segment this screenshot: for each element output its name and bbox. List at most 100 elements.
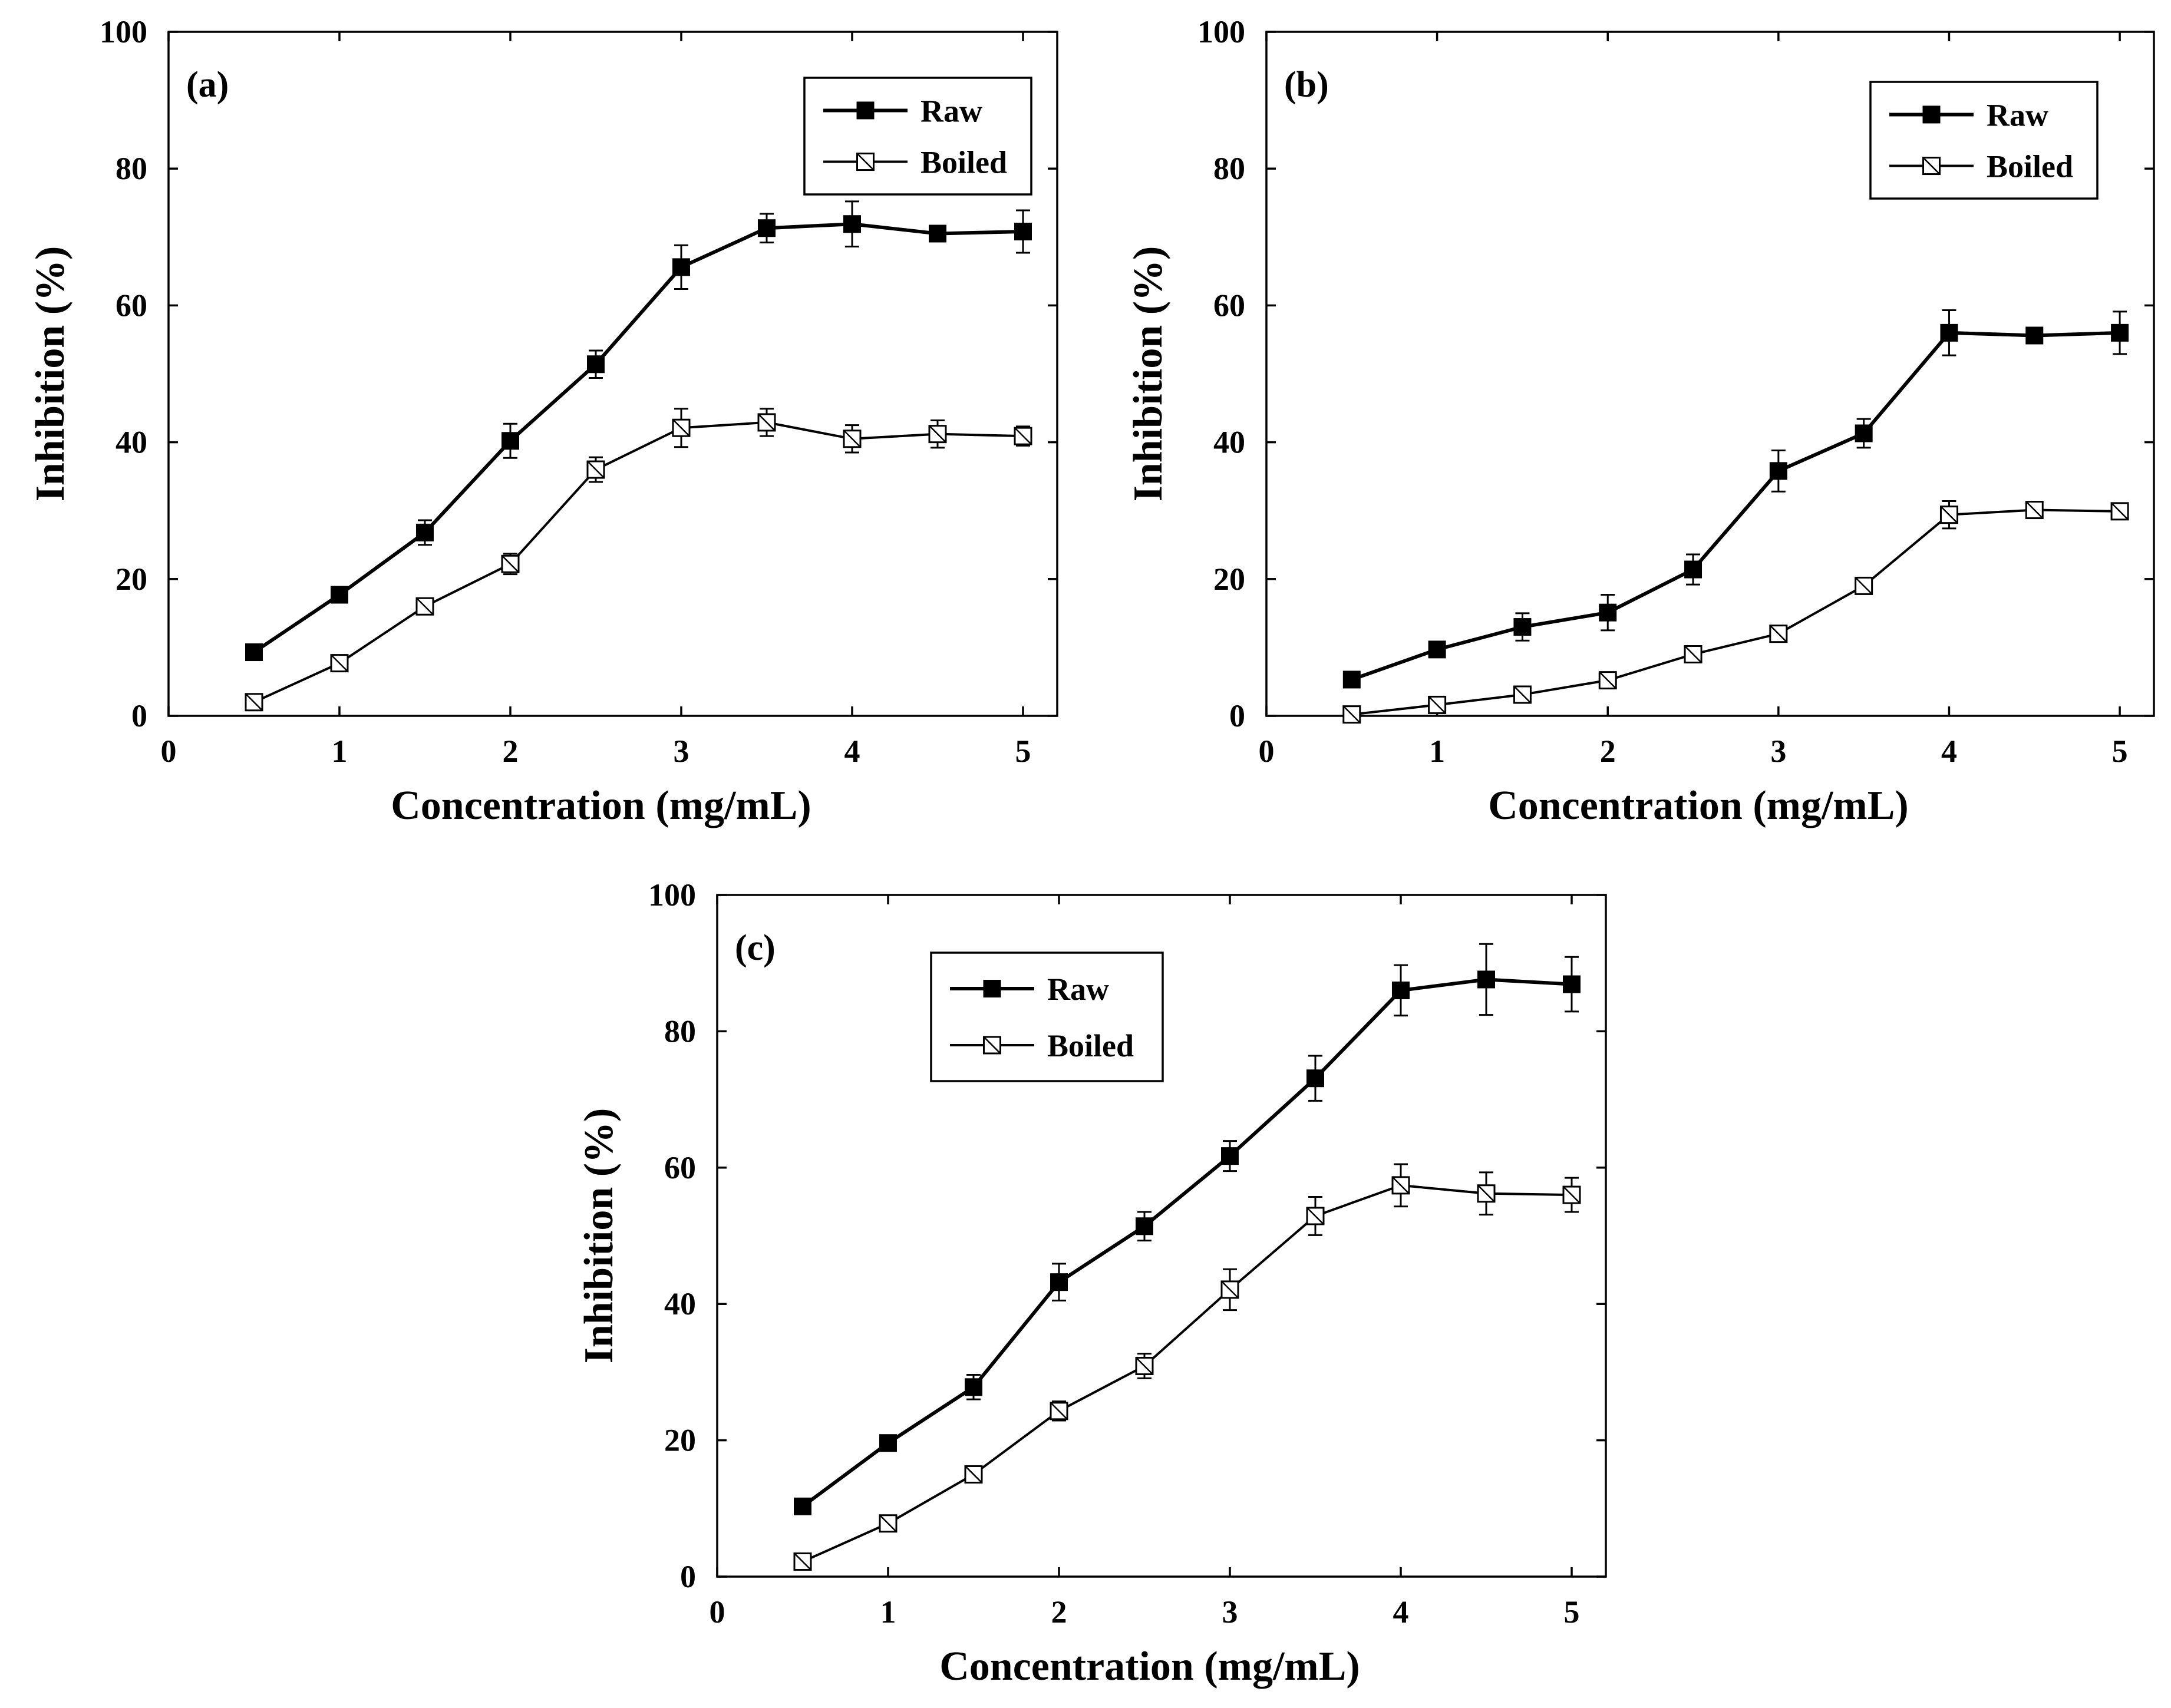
data-point-hatch (672, 419, 690, 437)
data-point-hatch (843, 430, 861, 448)
y-tick-label: 40 (664, 1286, 696, 1322)
legend-label: Boiled (1987, 149, 2073, 184)
data-point-hatch (1855, 577, 1873, 595)
data-point (1855, 424, 1873, 442)
data-point (758, 219, 776, 237)
panel-label: (b) (1284, 65, 1329, 105)
x-axis-label: Concentration (mg/mL) (1488, 783, 1909, 828)
x-tick-label: 0 (1259, 734, 1275, 769)
series-line (1351, 331, 2120, 682)
data-point (1050, 1273, 1068, 1291)
x-axis-label: Concentration (mg/mL) (939, 1644, 1360, 1689)
y-tick-label: 100 (100, 14, 147, 49)
data-point-hatch (587, 461, 605, 478)
legend-label: Raw (1987, 97, 2048, 133)
data-point (587, 355, 605, 374)
panel-label: (a) (186, 65, 229, 105)
data-point (843, 215, 861, 233)
x-tick-label: 1 (332, 734, 348, 769)
data-point-hatch (758, 414, 776, 431)
data-point-hatch (2025, 501, 2044, 519)
x-tick-label: 5 (1564, 1594, 1580, 1630)
x-tick-label: 2 (1600, 734, 1616, 769)
data-point (245, 643, 263, 662)
y-axis-label: Inhibition (%) (28, 246, 73, 502)
data-point (416, 523, 434, 541)
x-tick-label: 0 (161, 734, 177, 769)
y-tick-label: 20 (664, 1423, 696, 1458)
data-point-hatch (1050, 1402, 1068, 1420)
data-point (331, 586, 348, 604)
legend-marker (983, 980, 1001, 998)
data-point (1221, 1147, 1239, 1165)
data-point-hatch (1342, 705, 1361, 723)
legend-box (803, 77, 1032, 196)
plot-frame (716, 894, 1607, 1578)
legend-marker-hatch (856, 153, 875, 171)
series-line (801, 977, 1572, 1508)
legend: Raw Boiled (930, 952, 1164, 1082)
legend-marker (1922, 105, 1941, 124)
y-tick-label: 100 (1197, 14, 1245, 49)
data-point-hatch (1769, 625, 1787, 643)
y-tick-label: 80 (1213, 151, 1245, 186)
y-tick-label: 0 (1229, 698, 1245, 734)
data-point (879, 1434, 897, 1452)
data-point-hatch (416, 597, 434, 616)
data-point-hatch (965, 1465, 982, 1484)
data-point (2111, 323, 2129, 342)
series-boiled (793, 1163, 1581, 1571)
series-line (1351, 508, 2120, 716)
data-point (1392, 981, 1410, 999)
data-point-hatch (1513, 686, 1532, 703)
panel-label: (c) (735, 928, 776, 968)
y-tick-label: 100 (648, 877, 696, 913)
y-tick-label: 40 (116, 425, 147, 460)
x-tick-label: 3 (1222, 1594, 1238, 1630)
series-raw (794, 943, 1581, 1515)
chart-panel-a: 0 1 2 3 4 5 0 20 40 60 80 100 Concentration (mg/mL) I… (28, 14, 1058, 828)
x-tick-label: 5 (1015, 734, 1031, 769)
y-tick-label: 40 (1213, 425, 1245, 460)
plot-frame (167, 31, 1058, 717)
data-point-hatch (1136, 1357, 1153, 1375)
y-tick-label: 60 (116, 288, 147, 323)
x-tick-label: 3 (1770, 734, 1786, 769)
series-boiled (245, 408, 1032, 712)
data-point-hatch (929, 425, 946, 443)
x-axis-label: Concentration (mg/mL) (391, 783, 811, 828)
legend-marker (856, 101, 875, 120)
data-point-hatch (245, 693, 263, 711)
y-tick-label: 80 (116, 151, 147, 186)
legend: Raw Boiled (1869, 81, 2099, 200)
y-tick-label: 20 (1213, 561, 1245, 597)
data-point (1769, 462, 1787, 480)
data-point-hatch (1940, 506, 1958, 524)
data-point (1684, 560, 1703, 579)
y-tick-label: 80 (664, 1013, 696, 1049)
x-tick-label: 5 (2112, 734, 2128, 769)
data-point (1599, 603, 1617, 622)
y-tick-label: 0 (680, 1559, 696, 1594)
series-line (802, 1184, 1572, 1563)
legend-label: Raw (1047, 972, 1109, 1007)
plot-frame (1265, 31, 2155, 717)
x-tick-label: 4 (844, 734, 860, 769)
y-axis-label: Inhibition (%) (1126, 246, 1171, 502)
chart-panel-b: 0 1 2 3 4 5 0 20 40 60 80 100 Concentration (mg/mL) I… (1126, 14, 2155, 828)
data-point (2025, 326, 2044, 345)
data-point-hatch (879, 1514, 897, 1532)
data-point-hatch (1014, 427, 1032, 445)
data-point-hatch (794, 1552, 811, 1571)
data-point-hatch (1428, 696, 1446, 714)
data-point (1428, 640, 1446, 659)
legend-marker-hatch (983, 1036, 1001, 1054)
data-point (1513, 618, 1532, 636)
y-axis-label: Inhibition (%) (576, 1108, 622, 1364)
data-point-hatch (1306, 1207, 1324, 1225)
legend: Raw Boiled (803, 77, 1032, 196)
data-point (672, 258, 690, 276)
data-point-hatch (1599, 671, 1617, 689)
legend-box (1869, 81, 2099, 200)
